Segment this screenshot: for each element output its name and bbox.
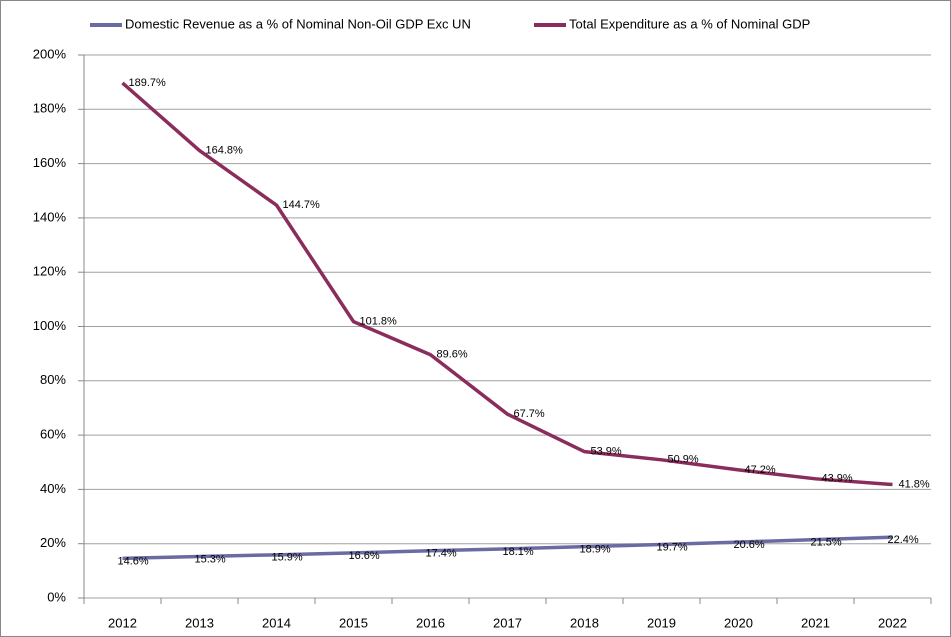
x-tick-label: 2013 xyxy=(185,615,214,630)
x-tick-label: 2021 xyxy=(801,615,830,630)
data-label: 14.6% xyxy=(118,555,149,567)
data-label: 101.8% xyxy=(360,316,398,328)
data-label: 21.5% xyxy=(811,537,842,549)
x-tick-label: 2017 xyxy=(493,615,522,630)
series-line xyxy=(121,81,893,487)
y-tick-label: 60% xyxy=(40,427,66,442)
data-label: 20.6% xyxy=(734,539,765,551)
x-tick-label: 2018 xyxy=(570,615,599,630)
y-tick-label: 140% xyxy=(33,209,67,224)
data-label: 47.2% xyxy=(745,464,776,476)
data-label: 16.6% xyxy=(349,550,380,562)
data-label: 15.3% xyxy=(195,553,226,565)
y-tick-label: 120% xyxy=(33,264,67,279)
x-tick-label: 2022 xyxy=(878,615,907,630)
x-tick-label: 2020 xyxy=(724,615,753,630)
data-label: 41.8% xyxy=(899,478,930,490)
y-tick-label: 160% xyxy=(33,155,67,170)
data-label: 15.9% xyxy=(272,552,303,564)
y-tick-label: 180% xyxy=(33,101,67,116)
data-label: 67.7% xyxy=(514,408,545,420)
data-label: 164.8% xyxy=(206,144,244,156)
data-label: 43.9% xyxy=(822,473,853,485)
y-tick-label: 40% xyxy=(40,481,66,496)
data-label: 53.9% xyxy=(591,446,622,458)
series-line xyxy=(122,535,893,561)
data-label: 50.9% xyxy=(668,454,699,466)
data-label: 189.7% xyxy=(129,77,167,89)
x-tick-label: 2015 xyxy=(339,615,368,630)
y-tick-label: 100% xyxy=(33,318,67,333)
y-tick-label: 80% xyxy=(40,372,66,387)
data-label: 89.6% xyxy=(437,349,468,361)
y-tick-label: 20% xyxy=(40,535,66,550)
data-label: 18.9% xyxy=(580,544,611,556)
data-label: 17.4% xyxy=(426,548,457,560)
y-tick-label: 200% xyxy=(33,46,67,61)
legend-label: Total Expenditure as a % of Nominal GDP xyxy=(569,16,810,31)
x-tick-label: 2012 xyxy=(108,615,137,630)
data-label: 22.4% xyxy=(888,534,919,546)
data-label: 19.7% xyxy=(657,541,688,553)
data-label: 144.7% xyxy=(283,199,321,211)
x-tick-label: 2016 xyxy=(416,615,445,630)
x-tick-label: 2014 xyxy=(262,615,291,630)
x-tick-label: 2019 xyxy=(647,615,676,630)
data-label: 18.1% xyxy=(503,546,534,558)
legend-label: Domestic Revenue as a % of Nominal Non-O… xyxy=(125,16,471,31)
y-tick-label: 0% xyxy=(47,589,66,604)
